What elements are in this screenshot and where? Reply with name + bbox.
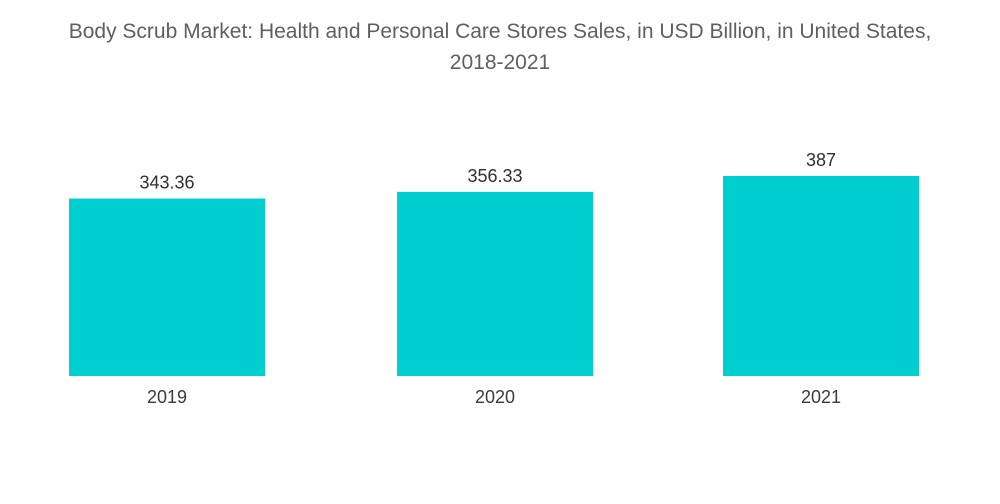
value-label-2021: 387 — [806, 150, 836, 170]
value-label-2020: 356.33 — [467, 166, 522, 186]
bar-2020 — [397, 191, 593, 376]
x-tick-labels-group: 2019 2020 2021 — [147, 387, 841, 407]
chart-title: Body Scrub Market: Health and Personal C… — [0, 16, 1000, 78]
value-label-2019: 343.36 — [139, 173, 194, 193]
x-tick-label-2020: 2020 — [475, 387, 515, 407]
chart-title-line-1: Body Scrub Market: Health and Personal C… — [68, 20, 932, 43]
x-tick-label-2021: 2021 — [801, 387, 841, 407]
x-tick-label-2019: 2019 — [147, 387, 187, 407]
bar-2021 — [723, 176, 919, 376]
bars-group — [69, 176, 919, 376]
bar-2019 — [69, 198, 265, 376]
value-labels-group: 343.36 356.33 387 — [139, 150, 836, 193]
chart-title-line-2: 2018-2021 — [449, 51, 551, 74]
